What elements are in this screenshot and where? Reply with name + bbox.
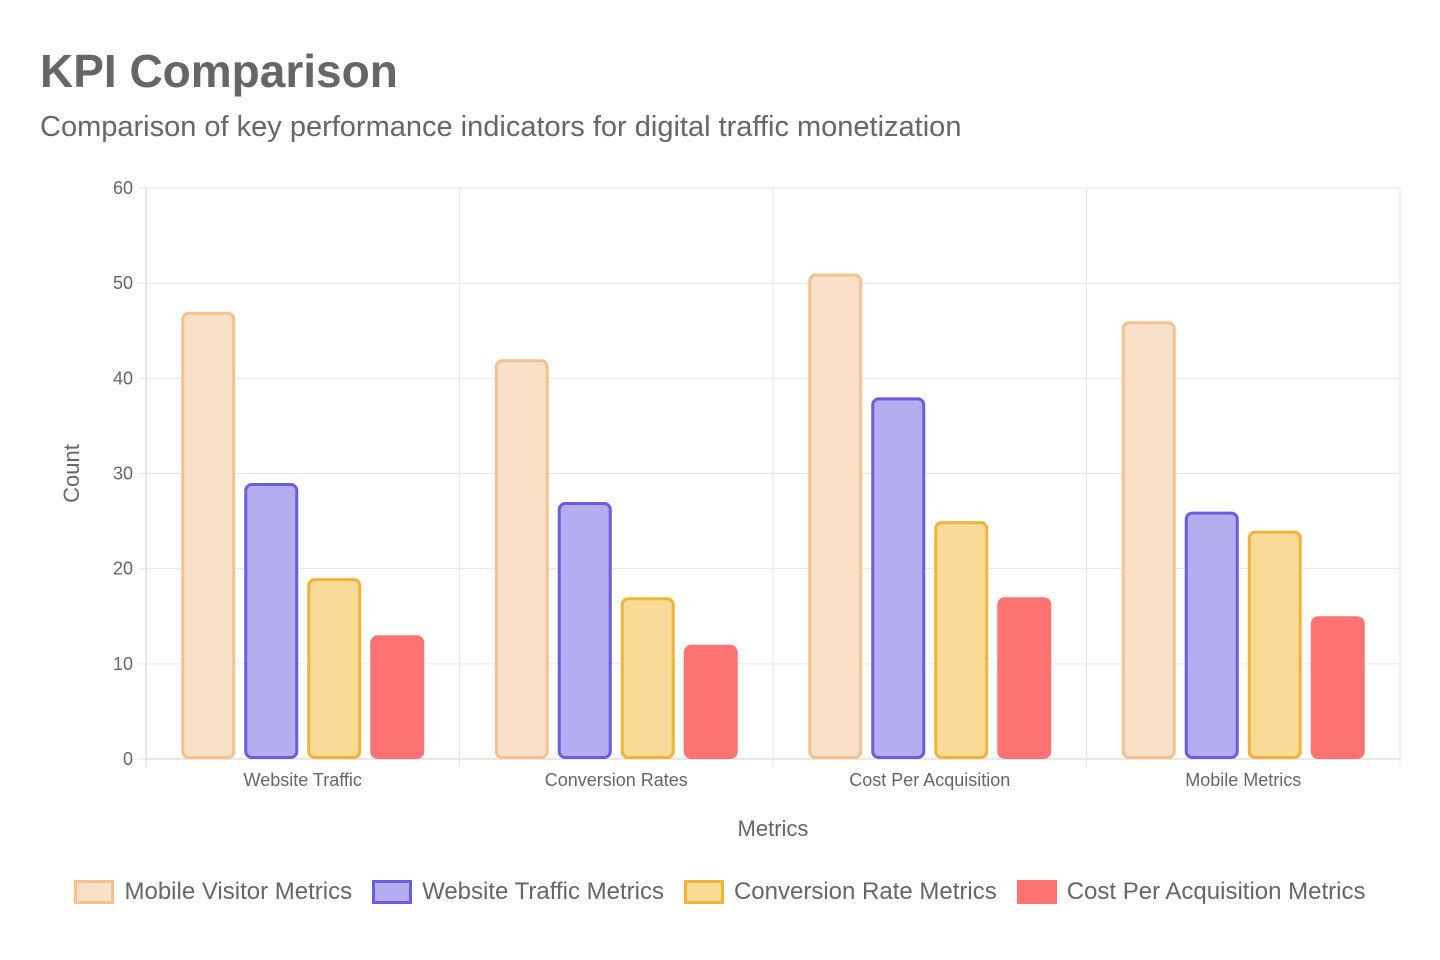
x-axis-title: Metrics [738, 816, 809, 841]
legend-swatch [372, 880, 413, 904]
bar-0-0 [181, 311, 236, 759]
bar-3-1 [683, 644, 738, 759]
bar-1-0 [244, 483, 299, 759]
x-tick-label: Mobile Metrics [1185, 770, 1301, 790]
x-tick-label: Conversion Rates [545, 770, 688, 790]
legend-item[interactable]: Website Traffic Metrics [372, 878, 664, 906]
legend-item[interactable]: Cost Per Acquisition Metrics [1016, 878, 1366, 906]
y-tick-label: 20 [113, 559, 133, 579]
legend-label: Website Traffic Metrics [422, 878, 664, 905]
bar-0-1 [494, 359, 549, 759]
bar-3-3 [1310, 616, 1365, 759]
x-tick-label: Cost Per Acquisition [849, 770, 1010, 790]
bar-1-1 [557, 502, 612, 759]
y-tick-label: 10 [113, 654, 133, 674]
y-tick-label: 0 [123, 749, 133, 769]
y-axis-title: Count [59, 444, 84, 503]
bar-0-3 [1121, 321, 1176, 759]
legend-item[interactable]: Mobile Visitor Metrics [74, 878, 352, 906]
bar-1-3 [1184, 511, 1239, 759]
y-tick-label: 50 [113, 273, 133, 293]
legend-swatch [74, 880, 115, 904]
bar-1-2 [871, 397, 926, 759]
bar-2-1 [620, 597, 675, 760]
legend-label: Cost Per Acquisition Metrics [1066, 878, 1366, 905]
y-tick-label: 60 [113, 178, 133, 198]
legend-swatch [683, 880, 724, 904]
y-tick-label: 30 [113, 464, 133, 484]
bar-2-2 [934, 521, 989, 759]
x-tick-label: Website Traffic [244, 770, 362, 790]
bar-2-0 [307, 578, 362, 760]
bar-3-2 [997, 597, 1052, 760]
legend-swatch [1016, 880, 1057, 904]
bar-2-3 [1247, 530, 1302, 759]
legend-label: Mobile Visitor Metrics [124, 878, 353, 905]
y-tick-label: 40 [113, 368, 133, 388]
legend-item[interactable]: Conversion Rate Metrics [683, 878, 997, 906]
bar-3-0 [370, 635, 425, 759]
chart-subtitle: Comparison of key performance indicators… [40, 111, 962, 143]
bar-0-2 [808, 273, 863, 759]
chart-title: KPI Comparison [40, 45, 398, 97]
legend-label: Conversion Rate Metrics [733, 878, 997, 905]
bar-chart: 0 10 20 30 40 50 60 Website Traffic Conversion R… [59, 178, 1401, 841]
chart-legend: Mobile Visitor Metrics Website Traffic Me… [0, 878, 1440, 906]
